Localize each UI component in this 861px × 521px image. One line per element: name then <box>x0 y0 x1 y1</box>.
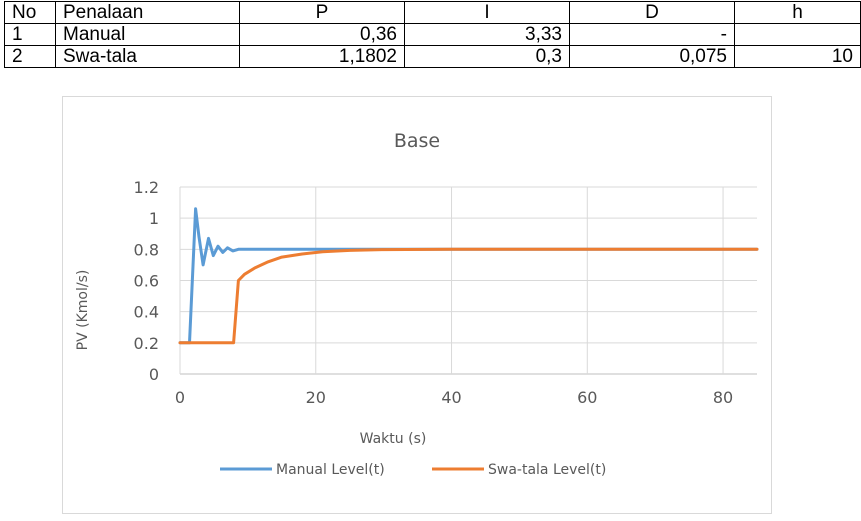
y-tick-label: 1 <box>149 209 159 228</box>
x-tick-label: 80 <box>713 388 733 407</box>
cell-i: 3,33 <box>404 23 570 46</box>
cell-p: 1,1802 <box>239 45 405 68</box>
header-i: I <box>404 1 570 24</box>
series-lines <box>178 207 759 345</box>
header-no: No <box>4 1 56 24</box>
series-line-2 <box>178 247 759 345</box>
header-h: h <box>734 1 861 24</box>
y-tick-label: 0.6 <box>134 272 159 291</box>
x-tick-label: 20 <box>306 388 326 407</box>
series-line-1 <box>178 207 759 345</box>
cell-no: 1 <box>4 23 56 46</box>
cell-d: 0,075 <box>569 45 735 68</box>
y-tick-label: 0 <box>149 365 159 384</box>
cell-penalaan: Manual <box>55 23 240 46</box>
cell-p: 0,36 <box>239 23 405 46</box>
tuning-parameter-table: No Penalaan P I D h 1 Manual 0,36 3,33 -… <box>4 1 861 68</box>
y-tick-label: 0.8 <box>134 240 159 259</box>
y-tick-labels: 0 0.2 0.4 0.6 0.8 1 1.2 <box>134 178 159 384</box>
cell-no: 2 <box>4 45 56 68</box>
y-tick-label: 0.2 <box>134 334 159 353</box>
y-tick-label: 1.2 <box>134 178 159 197</box>
table-row: 1 Manual 0,36 3,33 - <box>4 23 861 46</box>
cell-penalaan: Swa-tala <box>55 45 240 68</box>
x-tick-label: 40 <box>441 388 461 407</box>
legend-label-1: Manual Level(t) <box>276 462 385 478</box>
x-tick-label: 60 <box>577 388 597 407</box>
cell-h <box>734 23 861 46</box>
header-p: P <box>239 1 405 24</box>
x-axis-label: Waktu (s) <box>360 431 427 447</box>
cell-d: - <box>569 23 735 46</box>
cell-h: 10 <box>734 45 861 68</box>
chart-legend: Manual Level(t) Swa-tala Level(t) <box>220 462 606 478</box>
cell-i: 0,3 <box>404 45 570 68</box>
y-tick-label: 0.4 <box>134 303 159 322</box>
header-d: D <box>569 1 735 24</box>
table-row: 2 Swa-tala 1,1802 0,3 0,075 10 <box>4 45 861 68</box>
y-axis-label: PV (Kmol/s) <box>75 270 91 351</box>
chart-title: Base <box>394 130 440 152</box>
chart-frame <box>62 96 772 514</box>
table-header-row: No Penalaan P I D h <box>4 1 861 24</box>
line-chart: Base 0 0.2 0.4 0.6 0.8 1 1.2 0 20 40 60 80 Waktu (… <box>62 96 772 514</box>
x-tick-labels: 0 20 40 60 80 <box>175 388 733 407</box>
legend-label-2: Swa-tala Level(t) <box>488 462 606 478</box>
header-penalaan: Penalaan <box>55 1 240 24</box>
x-tick-label: 0 <box>175 388 185 407</box>
